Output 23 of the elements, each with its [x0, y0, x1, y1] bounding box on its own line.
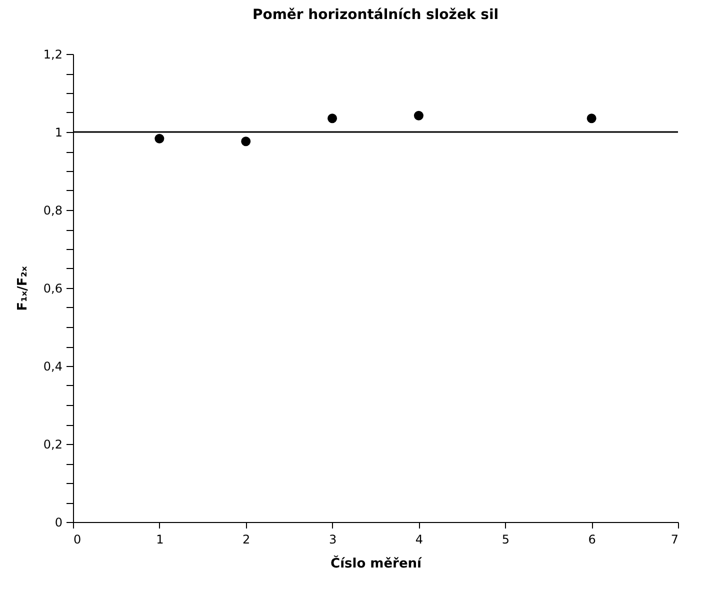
point	[414, 110, 424, 120]
x-tick-label: 3	[328, 532, 337, 546]
x-tick-label: 6	[588, 532, 596, 546]
point	[241, 136, 251, 146]
y-tick-label: 0,4	[43, 360, 62, 374]
x-tick-label: 2	[242, 532, 250, 546]
x-tick-label: 0	[74, 532, 82, 546]
chart-title: Poměr horizontálních složek sil	[252, 7, 499, 23]
x-tick-label: 4	[415, 532, 424, 546]
y-tick-label: 1	[54, 126, 62, 140]
x-tick-label: 5	[502, 532, 510, 546]
x-tick-label: 7	[670, 532, 678, 546]
x-tick-label: 1	[156, 532, 164, 546]
point	[154, 134, 164, 144]
y-tick-label: 1,2	[43, 48, 62, 62]
y-tick-label: 0,8	[43, 204, 62, 218]
point	[328, 114, 338, 124]
y-tick-label: 0,2	[43, 438, 62, 452]
y-axis-title: F₁ₓ/F₂ₓ	[15, 266, 30, 311]
x-axis-title: Číslo měření	[330, 554, 424, 572]
y-tick-label: 0,6	[43, 282, 62, 296]
y-tick-label: 0	[54, 516, 62, 530]
point	[586, 114, 596, 124]
